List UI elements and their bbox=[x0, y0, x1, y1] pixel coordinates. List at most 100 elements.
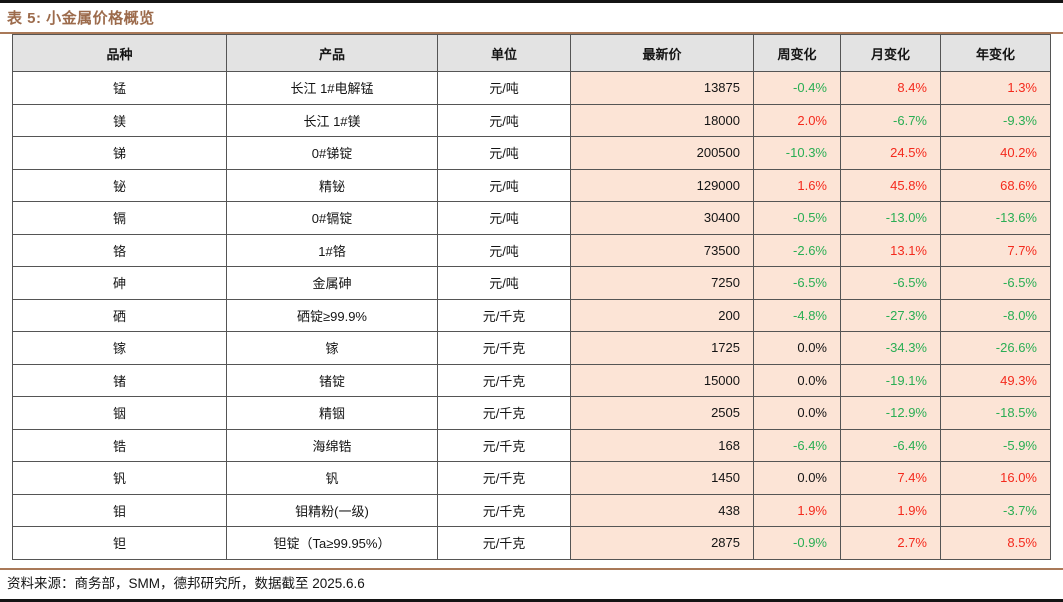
cell-unit: 元/千克 bbox=[437, 526, 571, 560]
cell-product: 0#镉锭 bbox=[226, 201, 438, 235]
table-row: 铬 1#铬 元/吨 73500 -2.6% 13.1% 7.7% bbox=[12, 233, 1051, 267]
cell-year-change: 8.5% bbox=[940, 526, 1051, 560]
cell-latest-price: 7250 bbox=[570, 266, 754, 300]
cell-year-change: 1.3% bbox=[940, 71, 1051, 105]
cell-year-change: 68.6% bbox=[940, 168, 1051, 202]
cell-latest-price: 18000 bbox=[570, 103, 754, 137]
source-note: 资料来源：商务部，SMM，德邦研究所，数据截至 2025.6.6 bbox=[7, 576, 365, 591]
cell-unit: 元/吨 bbox=[437, 201, 571, 235]
cell-unit: 元/吨 bbox=[437, 168, 571, 202]
cell-latest-price: 129000 bbox=[570, 168, 754, 202]
cell-variety: 镓 bbox=[12, 331, 227, 365]
cell-product: 0#锑锭 bbox=[226, 136, 438, 170]
cell-product: 长江 1#镁 bbox=[226, 103, 438, 137]
cell-variety: 锆 bbox=[12, 428, 227, 462]
cell-unit: 元/千克 bbox=[437, 493, 571, 527]
cell-month-change: 2.7% bbox=[840, 526, 941, 560]
cell-variety: 铬 bbox=[12, 233, 227, 267]
column-header-month-change: 月变化 bbox=[840, 34, 941, 72]
cell-month-change: -34.3% bbox=[840, 331, 941, 365]
table-header-row: 品种 产品 单位 最新价 周变化 月变化 年变化 bbox=[12, 34, 1051, 72]
cell-latest-price: 1725 bbox=[570, 331, 754, 365]
bottom-border-rule bbox=[0, 599, 1063, 602]
cell-year-change: -3.7% bbox=[940, 493, 1051, 527]
cell-year-change: -26.6% bbox=[940, 331, 1051, 365]
cell-latest-price: 200500 bbox=[570, 136, 754, 170]
table-row: 铟精铟 元/千克 2505 0.0% -12.9% -18.5% bbox=[12, 396, 1051, 430]
minor-metals-price-table: 品种 产品 单位 最新价 周变化 月变化 年变化 锰长江 1#电解锰 元/吨 138… bbox=[12, 34, 1051, 560]
cell-unit: 元/吨 bbox=[437, 266, 571, 300]
cell-product: 长江 1#电解锰 bbox=[226, 71, 438, 105]
cell-month-change: 7.4% bbox=[840, 461, 941, 495]
title-divider-line bbox=[0, 32, 1063, 34]
cell-variety: 铋 bbox=[12, 168, 227, 202]
cell-week-change: -6.4% bbox=[753, 428, 841, 462]
column-header-week-change: 周变化 bbox=[753, 34, 841, 72]
cell-month-change: 8.4% bbox=[840, 71, 941, 105]
table-row: 锑 0#锑锭 元/吨 200500 -10.3% 24.5% 40.2% bbox=[12, 136, 1051, 170]
table-row: 镁长江 1#镁 元/吨 18000 2.0% -6.7% -9.3% bbox=[12, 103, 1051, 137]
cell-week-change: -0.4% bbox=[753, 71, 841, 105]
cell-week-change: 1.6% bbox=[753, 168, 841, 202]
cell-variety: 锰 bbox=[12, 71, 227, 105]
cell-week-change: 0.0% bbox=[753, 363, 841, 397]
cell-product: 硒锭≥99.9% bbox=[226, 298, 438, 332]
cell-product: 金属砷 bbox=[226, 266, 438, 300]
cell-variety: 钒 bbox=[12, 461, 227, 495]
table-row: 钒钒元/千克 1450 0.0% 7.4% 16.0% bbox=[12, 461, 1051, 495]
cell-week-change: 0.0% bbox=[753, 461, 841, 495]
table-body: 锰长江 1#电解锰 元/吨 13875 -0.4% 8.4% 1.3% 镁长江 1#镁 元/吨… bbox=[12, 71, 1051, 560]
cell-week-change: -0.5% bbox=[753, 201, 841, 235]
table-row: 铋精铋 元/吨 129000 1.6% 45.8% 68.6% bbox=[12, 168, 1051, 202]
table-row: 硒硒锭≥99.9% 元/千克 200 -4.8% -27.3% -8.0% bbox=[12, 298, 1051, 332]
cell-year-change: -5.9% bbox=[940, 428, 1051, 462]
cell-product: 精铟 bbox=[226, 396, 438, 430]
cell-product: 镓 bbox=[226, 331, 438, 365]
cell-latest-price: 1450 bbox=[570, 461, 754, 495]
cell-latest-price: 200 bbox=[570, 298, 754, 332]
table-row: 镓镓元/千克 1725 0.0% -34.3% -26.6% bbox=[12, 331, 1051, 365]
table-bottom-divider-line bbox=[0, 568, 1063, 570]
cell-product: 1#铬 bbox=[226, 233, 438, 267]
cell-latest-price: 2875 bbox=[570, 526, 754, 560]
cell-product: 钽锭（Ta≥99.95%） bbox=[226, 526, 438, 560]
cell-latest-price: 168 bbox=[570, 428, 754, 462]
cell-year-change: -18.5% bbox=[940, 396, 1051, 430]
cell-month-change: -19.1% bbox=[840, 363, 941, 397]
cell-variety: 铟 bbox=[12, 396, 227, 430]
cell-variety: 硒 bbox=[12, 298, 227, 332]
cell-unit: 元/千克 bbox=[437, 363, 571, 397]
cell-month-change: 13.1% bbox=[840, 233, 941, 267]
cell-latest-price: 15000 bbox=[570, 363, 754, 397]
cell-unit: 元/吨 bbox=[437, 103, 571, 137]
column-header-variety: 品种 bbox=[12, 34, 227, 72]
table-row: 钽钽锭（Ta≥99.95%） 元/千克 2875 -0.9% 2.7% 8.5% bbox=[12, 526, 1051, 560]
cell-unit: 元/千克 bbox=[437, 461, 571, 495]
column-header-product: 产品 bbox=[226, 34, 438, 72]
cell-week-change: 0.0% bbox=[753, 331, 841, 365]
cell-week-change: 1.9% bbox=[753, 493, 841, 527]
cell-week-change: 0.0% bbox=[753, 396, 841, 430]
cell-product: 钼精粉(一级) bbox=[226, 493, 438, 527]
cell-product: 锗锭 bbox=[226, 363, 438, 397]
cell-year-change: -8.0% bbox=[940, 298, 1051, 332]
cell-month-change: 45.8% bbox=[840, 168, 941, 202]
table-row: 锆海绵锆 元/千克 168 -6.4% -6.4% -5.9% bbox=[12, 428, 1051, 462]
cell-product: 钒 bbox=[226, 461, 438, 495]
cell-variety: 钽 bbox=[12, 526, 227, 560]
column-header-latest-price: 最新价 bbox=[570, 34, 754, 72]
cell-variety: 镁 bbox=[12, 103, 227, 137]
cell-month-change: 24.5% bbox=[840, 136, 941, 170]
cell-month-change: 1.9% bbox=[840, 493, 941, 527]
cell-unit: 元/吨 bbox=[437, 71, 571, 105]
table-row: 锗锗锭 元/千克 15000 0.0% -19.1% 49.3% bbox=[12, 363, 1051, 397]
cell-latest-price: 30400 bbox=[570, 201, 754, 235]
cell-latest-price: 13875 bbox=[570, 71, 754, 105]
cell-variety: 锑 bbox=[12, 136, 227, 170]
table-row: 砷金属砷 元/吨 7250 -6.5% -6.5% -6.5% bbox=[12, 266, 1051, 300]
cell-variety: 镉 bbox=[12, 201, 227, 235]
cell-week-change: -0.9% bbox=[753, 526, 841, 560]
cell-month-change: -27.3% bbox=[840, 298, 941, 332]
column-header-unit: 单位 bbox=[437, 34, 571, 72]
